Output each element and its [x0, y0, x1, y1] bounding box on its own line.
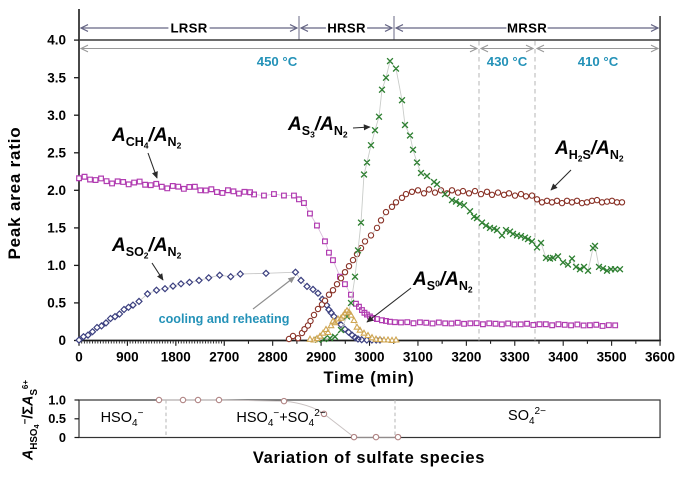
svg-text:450 °C: 450 °C	[257, 54, 298, 69]
svg-text:3600: 3600	[645, 350, 675, 365]
svg-text:900: 900	[116, 350, 139, 365]
svg-text:410 °C: 410 °C	[578, 54, 619, 69]
svg-text:3200: 3200	[451, 350, 481, 365]
svg-text:SO42−: SO42−	[508, 406, 546, 427]
svg-text:3500: 3500	[597, 350, 627, 365]
svg-text:HRSR: HRSR	[327, 21, 366, 36]
svg-text:2.5: 2.5	[47, 145, 66, 160]
svg-text:3300: 3300	[500, 350, 530, 365]
svg-text:LRSR: LRSR	[170, 21, 207, 36]
svg-text:0.5: 0.5	[47, 296, 66, 311]
svg-text:430 °C: 430 °C	[487, 54, 528, 69]
svg-text:3400: 3400	[548, 350, 578, 365]
svg-text:AS0/AN2: AS0/AN2	[412, 269, 473, 295]
svg-text:cooling and reheating: cooling and reheating	[159, 312, 290, 326]
svg-text:ASO2/AN2: ASO2/AN2	[111, 235, 182, 261]
svg-text:AS3/AN2: AS3/AN2	[287, 114, 348, 140]
svg-text:HSO4−: HSO4−	[101, 408, 144, 429]
svg-text:Variation of sulfate species: Variation of sulfate species	[253, 449, 485, 467]
svg-text:0: 0	[75, 350, 83, 365]
svg-text:1.5: 1.5	[47, 221, 66, 236]
svg-text:0.5: 0.5	[48, 411, 66, 426]
svg-text:1.0: 1.0	[48, 392, 66, 407]
svg-text:3100: 3100	[403, 350, 433, 365]
svg-text:AHSO4−/ΣAS6+: AHSO4−/ΣAS6+	[20, 380, 41, 461]
svg-text:2700: 2700	[209, 350, 239, 365]
svg-text:1800: 1800	[161, 350, 191, 365]
svg-text:1.0: 1.0	[47, 258, 66, 273]
svg-text:0: 0	[58, 333, 66, 348]
svg-text:Time (min): Time (min)	[323, 369, 414, 387]
svg-text:3.0: 3.0	[47, 108, 66, 123]
svg-text:HSO4−+SO42−: HSO4−+SO42−	[236, 408, 325, 429]
svg-text:ACH4/AN2: ACH4/AN2	[111, 125, 182, 151]
svg-text:2800: 2800	[258, 350, 288, 365]
svg-text:2.0: 2.0	[47, 183, 66, 198]
svg-text:3.5: 3.5	[47, 70, 66, 85]
svg-text:3000: 3000	[354, 350, 384, 365]
svg-text:MRSR: MRSR	[507, 21, 547, 36]
svg-text:4.0: 4.0	[47, 33, 66, 48]
svg-text:0: 0	[59, 430, 66, 445]
svg-text:AH2S/AN2: AH2S/AN2	[554, 138, 624, 164]
svg-text:2900: 2900	[306, 350, 336, 365]
svg-text:Peak area ratio: Peak area ratio	[5, 127, 24, 260]
